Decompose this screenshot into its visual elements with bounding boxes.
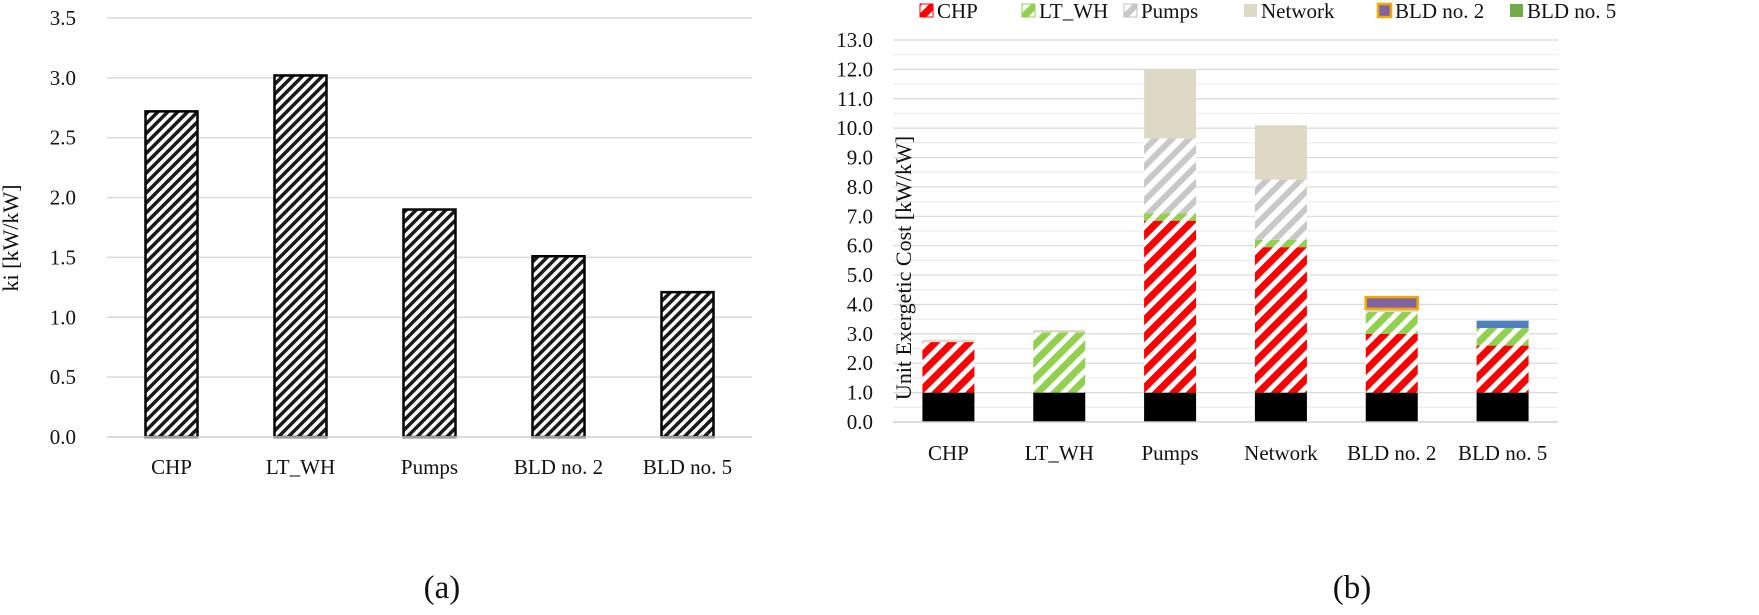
legend-label: BLD no. 2 [1395,0,1484,23]
x-tick-label: BLD no. 5 [1458,441,1547,465]
y-tick-label: 4.0 [847,292,873,316]
bar-bld-no-5-lt-wh [1476,327,1529,346]
x-tick-label: BLD no. 5 [643,455,732,479]
bar-bld-no-2-lt-wh [1365,311,1418,334]
x-tick-label: CHP [151,455,192,479]
y-tick-label: 3.0 [50,66,76,90]
legend-swatch-network [1244,4,1257,17]
chart-b-panel-label: (b) [1333,570,1371,606]
bar-bld-no-2 [531,254,586,439]
legend-swatch-chp [919,3,934,18]
x-tick-label: Pumps [401,455,458,479]
bar-chp-network [922,339,975,343]
x-tick-label: LT_WH [266,455,335,479]
legend-swatch-pumps [1123,3,1138,18]
legend-label: LT_WH [1039,0,1108,23]
legend-label: BLD no. 5 [1527,0,1616,23]
chart-b-y-axis-label: Unit Exergetic Cost [kW/kW] [891,136,916,400]
x-tick-label: BLD no. 2 [1347,441,1436,465]
y-tick-label: 8.0 [847,175,873,199]
bar-lt-wh-lt-wh [1033,332,1086,393]
legend-label: Network [1261,0,1335,23]
x-tick-label: BLD no. 2 [514,455,603,479]
chart-b-bars [922,69,1529,422]
x-tick-label: Pumps [1141,441,1198,465]
chart-a-bars [144,74,715,439]
bar-network-segment [1254,392,1307,422]
bar-network-network [1254,125,1307,180]
bar-pumps-segment [1144,392,1197,422]
bar-lt-wh-segment [1033,392,1086,422]
bar-bld-no-2-network [1365,308,1418,312]
bar-bld-no-2-segment [1365,392,1418,422]
chart-b-legend: CHP LT_WH Pumps Network BLD no. 2 BLD no. 5 [919,0,1616,23]
bar-pumps-network [1144,69,1197,139]
legend-label: Pumps [1141,0,1198,23]
legend-swatch-lt-wh [1021,3,1036,18]
bar-chp-segment [922,392,975,422]
legend-swatch-bld-no-2 [1376,2,1393,19]
legend-swatch-bld-no-5 [1510,4,1523,17]
bar-bld-no-5-segment [1476,392,1529,422]
chart-a-y-axis-label: ki [kW/kW] [0,185,23,292]
bar-network-lt-wh [1254,239,1307,248]
chart-b: CHP LT_WH Pumps Network BLD no. 2 BLD no. 5 0… [836,0,1616,606]
bar-chp-chp [922,342,975,393]
bar-network-pumps [1254,179,1307,240]
bar-bld-no-5-chp [1476,345,1529,393]
y-tick-label: 1.0 [847,381,873,405]
bar-bld-no-5-segment [1476,320,1529,328]
y-tick-label: 2.5 [50,126,76,150]
chart-b-y-ticks: 0.0 1.0 2.0 3.0 4.0 5.0 6.0 7.0 8.0 9.0 10.0 11.0 12… [836,28,873,434]
y-tick-label: 12.0 [836,57,873,81]
y-tick-label: 2.0 [50,186,76,210]
chart-a-panel-label: (a) [424,570,461,606]
y-tick-label: 0.5 [50,365,76,389]
y-tick-label: 13.0 [836,28,873,52]
bar-pumps [402,208,457,439]
chart-b-gridlines [893,39,1558,408]
x-tick-label: LT_WH [1025,441,1094,465]
y-tick-label: 3.0 [847,322,873,346]
chart-a-y-ticks: 0.0 0.5 1.0 1.5 2.0 2.5 3.0 3.5 [50,6,76,449]
bar-pumps-chp [1144,220,1197,393]
y-tick-label: 1.5 [50,245,76,269]
x-tick-label: CHP [928,441,969,465]
bar-chp [144,110,199,439]
y-tick-label: 2.0 [847,351,873,375]
chart-a: 0.0 0.5 1.0 1.5 2.0 2.5 3.0 3.5 CHP LT_WH Pumps BL… [0,6,752,606]
y-tick-label: 3.5 [50,6,76,30]
bar-pumps-pumps [1144,138,1197,214]
y-tick-label: 9.0 [847,146,873,170]
y-tick-label: 10.0 [836,116,873,140]
x-tick-label: Network [1244,441,1318,465]
bar-lt-wh [273,74,328,439]
bar-bld-no-5 [660,290,715,439]
chart-a-x-ticks: CHP LT_WH Pumps BLD no. 2 BLD no. 5 [151,455,732,479]
y-tick-label: 5.0 [847,263,873,287]
y-tick-label: 0.0 [847,410,873,434]
y-tick-label: 7.0 [847,204,873,228]
y-tick-label: 6.0 [847,234,873,258]
y-tick-label: 0.0 [50,425,76,449]
y-tick-label: 11.0 [837,87,873,111]
bar-lt-wh-network [1033,330,1086,333]
bar-bld-no-2-chp [1365,333,1418,393]
legend-label: CHP [937,0,978,23]
bar-network-chp [1254,247,1307,393]
bar-pumps-lt-wh [1144,213,1197,221]
y-tick-label: 1.0 [50,305,76,329]
bar-bld-no-2-bld-no-2 [1364,295,1419,311]
chart-b-x-ticks: CHP LT_WH Pumps Network BLD no. 2 BLD no. 5 [928,441,1547,465]
